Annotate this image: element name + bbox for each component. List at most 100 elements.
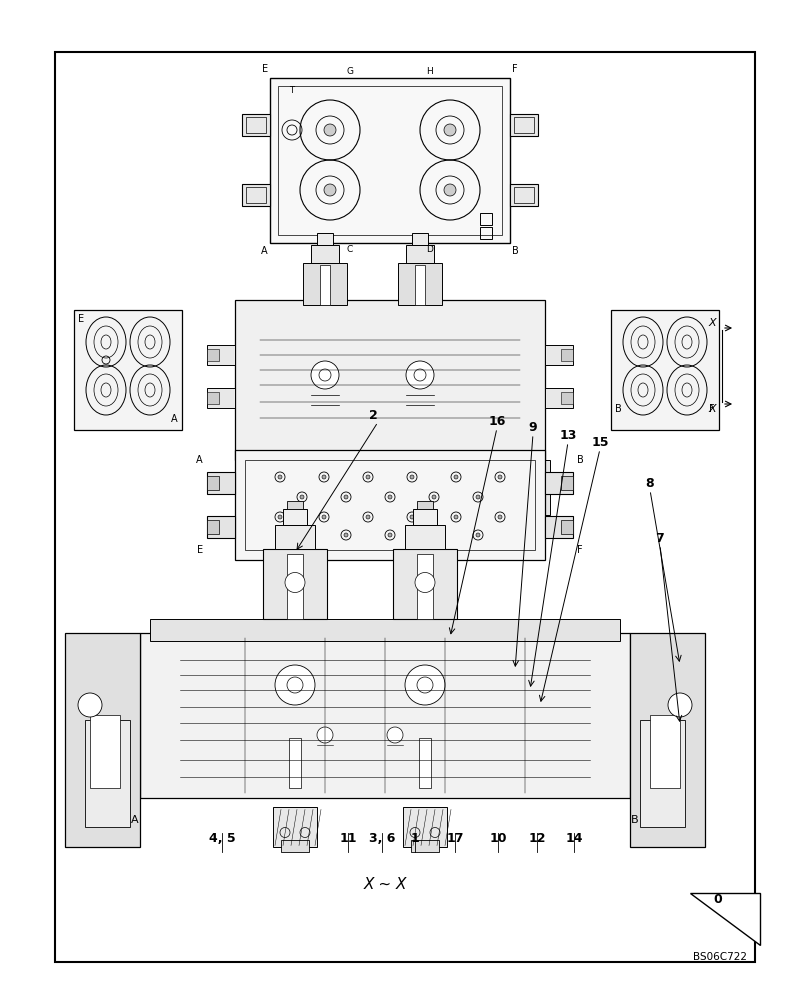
Bar [417, 500, 432, 508]
Text: 14: 14 [564, 832, 582, 845]
Bar [479, 227, 491, 238]
Bar [414, 265, 424, 305]
Bar [90, 715, 120, 788]
Bar [207, 349, 219, 361]
Text: E: E [262, 64, 268, 74]
Bar [207, 388, 234, 408]
Circle shape [410, 475, 414, 479]
Bar [479, 213, 491, 225]
Text: T: T [290, 86, 294, 95]
Bar [610, 310, 718, 430]
Bar [513, 117, 534, 133]
Bar [242, 184, 270, 206]
Bar [55, 52, 754, 962]
Bar [413, 508, 436, 524]
Bar [207, 345, 234, 365]
Circle shape [444, 184, 456, 196]
Circle shape [475, 533, 479, 537]
Circle shape [453, 475, 457, 479]
Bar [139, 633, 629, 797]
Text: BS06C722: BS06C722 [692, 952, 746, 962]
Circle shape [322, 475, 325, 479]
Circle shape [324, 124, 336, 136]
Text: C: C [346, 244, 353, 253]
Text: X ~ X: X ~ X [363, 878, 406, 892]
Bar [207, 520, 219, 534]
Bar [320, 265, 329, 305]
Bar [418, 737, 431, 788]
Bar [629, 633, 704, 847]
Bar [286, 500, 303, 508]
Bar [639, 720, 684, 827]
Text: 8: 8 [645, 477, 654, 490]
Circle shape [431, 533, 436, 537]
Bar [245, 460, 534, 550]
Text: E: E [196, 545, 203, 555]
Bar [311, 245, 338, 263]
Circle shape [366, 475, 370, 479]
Bar [303, 263, 346, 305]
Text: 7: 7 [654, 532, 663, 545]
Text: A: A [171, 414, 178, 424]
Text: 4, 5: 4, 5 [208, 832, 235, 845]
Circle shape [344, 495, 348, 499]
Bar [275, 524, 315, 548]
Text: 3, 6: 3, 6 [368, 832, 395, 845]
Text: F: F [709, 404, 714, 414]
Circle shape [453, 515, 457, 519]
Circle shape [405, 665, 444, 705]
Text: H: H [426, 67, 433, 76]
Bar [85, 720, 130, 827]
Circle shape [410, 515, 414, 519]
Bar [277, 86, 501, 234]
Text: A: A [131, 815, 139, 825]
Bar [240, 460, 539, 495]
Bar [406, 245, 433, 263]
Bar [544, 345, 573, 365]
Circle shape [667, 693, 691, 717]
Text: 10: 10 [489, 832, 506, 845]
Circle shape [414, 572, 435, 592]
Circle shape [497, 475, 501, 479]
Circle shape [388, 533, 392, 537]
Bar [513, 187, 534, 203]
Circle shape [431, 495, 436, 499]
Bar [544, 516, 573, 538]
Text: 16: 16 [487, 415, 505, 428]
Circle shape [387, 727, 402, 743]
Text: B: B [512, 246, 518, 256]
Bar [207, 392, 219, 404]
Text: 9: 9 [528, 421, 537, 434]
Text: 0: 0 [713, 894, 722, 906]
Bar [234, 450, 544, 560]
Circle shape [311, 361, 338, 389]
Bar [246, 187, 266, 203]
Text: F: F [577, 545, 582, 555]
Bar [270, 78, 509, 242]
Circle shape [366, 515, 370, 519]
Text: D: D [426, 244, 433, 253]
Bar [207, 472, 234, 494]
Bar [393, 548, 457, 618]
Text: 17: 17 [446, 832, 463, 845]
Bar [242, 114, 270, 136]
Bar [207, 516, 234, 538]
Text: 2: 2 [368, 409, 377, 422]
Bar [207, 476, 219, 490]
Circle shape [475, 495, 479, 499]
Text: A: A [261, 246, 268, 256]
Bar [560, 520, 573, 534]
Bar [65, 633, 139, 847]
Bar [560, 476, 573, 490]
Text: E: E [78, 314, 84, 324]
Text: X: X [707, 318, 715, 328]
Bar [316, 233, 333, 245]
Bar [649, 715, 679, 788]
Circle shape [324, 184, 336, 196]
Bar [270, 460, 310, 515]
Text: 12: 12 [528, 832, 545, 845]
Circle shape [299, 533, 303, 537]
Circle shape [275, 665, 315, 705]
Circle shape [388, 495, 392, 499]
Circle shape [316, 727, 333, 743]
